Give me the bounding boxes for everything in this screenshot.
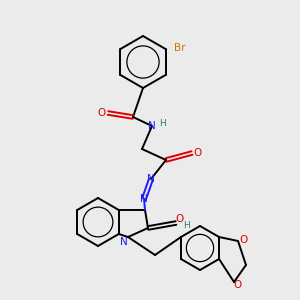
Text: H: H <box>183 221 189 230</box>
Text: N: N <box>148 121 156 131</box>
Text: O: O <box>194 148 202 158</box>
Text: O: O <box>175 214 183 224</box>
Text: N: N <box>120 237 128 247</box>
Text: O: O <box>97 108 105 118</box>
Text: N: N <box>140 194 148 204</box>
Text: O: O <box>240 235 248 245</box>
Text: N: N <box>147 174 155 184</box>
Text: Br: Br <box>174 43 185 53</box>
Text: H: H <box>160 119 167 128</box>
Text: O: O <box>234 280 242 290</box>
